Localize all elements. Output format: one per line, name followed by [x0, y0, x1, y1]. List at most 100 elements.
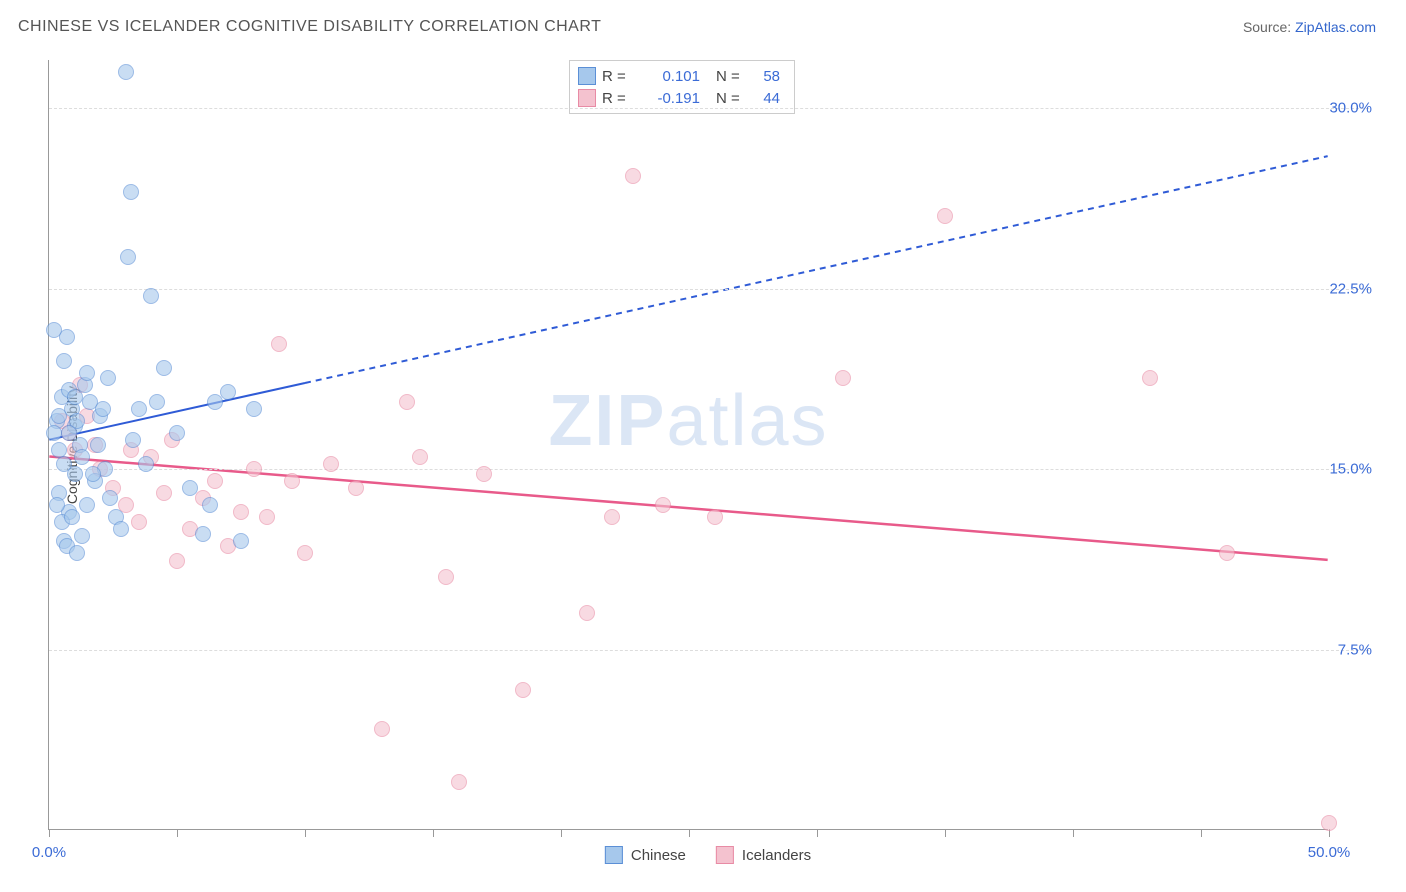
- data-point: [195, 526, 211, 542]
- data-point: [1321, 815, 1337, 831]
- data-point: [233, 504, 249, 520]
- plot-area: Cognitive Disability ZIPatlas R = 0.101 …: [48, 60, 1328, 830]
- gridline: [49, 108, 1369, 109]
- data-point: [835, 370, 851, 386]
- data-point: [102, 490, 118, 506]
- data-point: [46, 425, 62, 441]
- data-point: [131, 514, 147, 530]
- y-tick-label: 22.5%: [1329, 280, 1372, 297]
- data-point: [233, 533, 249, 549]
- n-label: N =: [716, 68, 744, 85]
- data-point: [438, 569, 454, 585]
- data-point: [451, 774, 467, 790]
- data-point: [655, 497, 671, 513]
- data-point: [707, 509, 723, 525]
- data-point: [182, 480, 198, 496]
- data-point: [131, 401, 147, 417]
- data-point: [220, 384, 236, 400]
- data-point: [95, 401, 111, 417]
- legend-swatch-icelanders: [716, 846, 734, 864]
- watermark: ZIPatlas: [548, 380, 828, 462]
- data-point: [79, 365, 95, 381]
- legend-label-icelanders: Icelanders: [742, 847, 811, 864]
- legend: Chinese Icelanders: [605, 846, 811, 864]
- data-point: [399, 394, 415, 410]
- data-point: [259, 509, 275, 525]
- data-point: [246, 461, 262, 477]
- source-link[interactable]: ZipAtlas.com: [1295, 19, 1376, 35]
- data-point: [120, 249, 136, 265]
- data-point: [143, 288, 159, 304]
- data-point: [56, 353, 72, 369]
- y-tick-label: 30.0%: [1329, 100, 1372, 117]
- data-point: [90, 437, 106, 453]
- data-point: [79, 497, 95, 513]
- x-tick: [1201, 829, 1202, 837]
- gridline: [49, 289, 1369, 290]
- x-tick: [561, 829, 562, 837]
- x-tick: [817, 829, 818, 837]
- data-point: [123, 184, 139, 200]
- x-tick: [945, 829, 946, 837]
- data-point: [1142, 370, 1158, 386]
- data-point: [169, 553, 185, 569]
- n-value-icelanders: 44: [750, 90, 780, 107]
- data-point: [412, 449, 428, 465]
- x-tick: [177, 829, 178, 837]
- data-point: [100, 370, 116, 386]
- data-point: [284, 473, 300, 489]
- x-tick: [433, 829, 434, 837]
- data-point: [579, 605, 595, 621]
- stats-box: R = 0.101 N = 58 R = -0.191 N = 44: [569, 60, 795, 114]
- data-point: [246, 401, 262, 417]
- n-value-chinese: 58: [750, 68, 780, 85]
- chart-container: Cognitive Disability ZIPatlas R = 0.101 …: [48, 60, 1368, 830]
- trend-lines: [49, 60, 1328, 829]
- data-point: [69, 545, 85, 561]
- legend-swatch-chinese: [605, 846, 623, 864]
- data-point: [156, 485, 172, 501]
- data-point: [125, 432, 141, 448]
- data-point: [46, 322, 62, 338]
- r-value-icelanders: -0.191: [642, 90, 700, 107]
- x-tick: [305, 829, 306, 837]
- chart-header: CHINESE VS ICELANDER COGNITIVE DISABILIT…: [0, 0, 1406, 44]
- swatch-chinese: [578, 67, 596, 85]
- legend-label-chinese: Chinese: [631, 847, 686, 864]
- data-point: [476, 466, 492, 482]
- data-point: [67, 389, 83, 405]
- x-tick: [689, 829, 690, 837]
- gridline: [49, 650, 1369, 651]
- data-point: [374, 721, 390, 737]
- n-label: N =: [716, 90, 744, 107]
- data-point: [49, 497, 65, 513]
- data-point: [348, 480, 364, 496]
- data-point: [169, 425, 185, 441]
- y-tick-label: 7.5%: [1338, 641, 1372, 658]
- data-point: [85, 466, 101, 482]
- y-tick-label: 15.0%: [1329, 461, 1372, 478]
- data-point: [118, 64, 134, 80]
- data-point: [625, 168, 641, 184]
- data-point: [323, 456, 339, 472]
- data-point: [271, 336, 287, 352]
- x-tick-label: 50.0%: [1308, 844, 1351, 861]
- data-point: [56, 456, 72, 472]
- data-point: [515, 682, 531, 698]
- data-point: [74, 449, 90, 465]
- data-point: [138, 456, 154, 472]
- x-tick-label: 0.0%: [32, 844, 66, 861]
- data-point: [1219, 545, 1235, 561]
- data-point: [207, 473, 223, 489]
- data-point: [61, 425, 77, 441]
- data-point: [113, 521, 129, 537]
- data-point: [937, 208, 953, 224]
- source-attribution: Source: ZipAtlas.com: [1243, 19, 1376, 35]
- data-point: [604, 509, 620, 525]
- x-tick: [49, 829, 50, 837]
- r-value-chinese: 0.101: [642, 68, 700, 85]
- x-tick: [1073, 829, 1074, 837]
- data-point: [149, 394, 165, 410]
- swatch-icelanders: [578, 89, 596, 107]
- stats-row-chinese: R = 0.101 N = 58: [578, 65, 780, 87]
